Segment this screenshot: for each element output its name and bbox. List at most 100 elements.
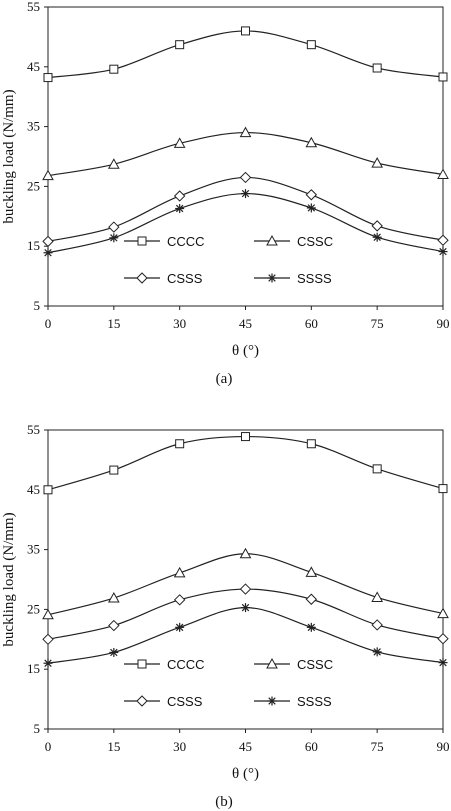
data-point (371, 220, 383, 232)
data-point (371, 157, 384, 168)
data-point (372, 232, 382, 242)
legend-label: SSSS (297, 271, 332, 286)
legend-item: SSSS (254, 694, 332, 709)
x-axis-title: θ (°) (232, 343, 259, 359)
data-point (173, 594, 186, 606)
plot-area-frame (47, 6, 444, 307)
data-point (108, 221, 120, 233)
data-point (241, 603, 250, 613)
data-point (305, 566, 318, 577)
x-tick-label: 0 (45, 316, 52, 331)
y-tick-label: 25 (27, 601, 40, 616)
legend-marker (137, 236, 147, 246)
legend-item: CCCC (124, 234, 205, 249)
data-point (305, 593, 318, 605)
data-point (173, 137, 186, 148)
x-tick-label: 15 (107, 739, 120, 754)
data-point (306, 40, 316, 50)
series-line (47, 30, 444, 79)
data-point (109, 647, 119, 657)
legend-marker (136, 272, 148, 284)
data-point (239, 126, 252, 138)
data-point (109, 64, 119, 74)
data-point (175, 40, 185, 50)
y-axis-title: buckling load (N/mm) (1, 89, 17, 223)
x-tick-label: 90 (437, 739, 450, 754)
y-tick-label: 5 (34, 721, 41, 736)
data-point (372, 464, 382, 474)
chart-panel-1: 5 15 25 35 45 55 0 15 30 45 60 75 90 θ (°) buckling lo… (1, 0, 450, 387)
legend-label: CCCC (167, 657, 205, 672)
series-line (47, 176, 444, 243)
data-point (306, 622, 316, 632)
legend-item: CSSS (124, 271, 203, 286)
panel-label: (a) (216, 371, 233, 387)
data-point (42, 608, 54, 620)
data-point (241, 189, 250, 199)
data-point (371, 619, 383, 631)
data-point (372, 63, 382, 73)
x-tick-label: 45 (239, 316, 252, 331)
data-point (438, 72, 448, 82)
legend-label: CSSS (167, 271, 203, 286)
data-point (175, 622, 185, 632)
x-tick-label: 60 (305, 316, 318, 331)
legend-item: CCCC (124, 657, 205, 672)
series-ssss (43, 603, 448, 668)
y-tick-label: 45 (27, 59, 40, 74)
data-point (438, 658, 448, 668)
y-tick-label: 5 (34, 298, 41, 313)
legend: CCCC CSSC CSSS SSSS (124, 657, 333, 709)
legend-item: CSSC (254, 657, 333, 672)
series-cssc (42, 126, 449, 181)
data-point (241, 432, 250, 442)
data-point (438, 484, 448, 494)
data-point (239, 583, 252, 595)
series-line (47, 588, 444, 640)
panel-label: (b) (215, 794, 233, 810)
data-point (173, 566, 186, 578)
series-line (47, 607, 444, 664)
y-tick-label: 25 (27, 178, 40, 193)
data-point (43, 73, 53, 83)
legend-item: CSSS (124, 694, 203, 709)
legend-label: SSSS (297, 694, 332, 709)
series-csss (42, 583, 449, 646)
data-point (437, 607, 449, 619)
legend-label: CCCC (167, 234, 205, 249)
data-point (438, 247, 448, 257)
series-line (47, 435, 444, 491)
series-ssss (43, 189, 448, 258)
legend-label: CSSC (297, 234, 333, 249)
data-point (109, 465, 119, 475)
y-axis-title: buckling load (N/mm) (1, 512, 17, 646)
y-tick-label: 55 (27, 0, 40, 14)
series-line (47, 131, 444, 177)
legend-marker (266, 657, 278, 669)
data-point (437, 632, 449, 645)
chart-panel-2: 5 15 25 35 45 55 0 15 30 45 60 75 90 θ (°) buckling lo… (1, 422, 450, 810)
legend-marker (137, 659, 147, 669)
legend: CCCC CSSC CSSS SSSS (124, 234, 333, 286)
data-point (107, 592, 120, 603)
series-cccc (43, 432, 448, 495)
data-point (239, 547, 252, 559)
data-point (239, 171, 252, 184)
legend-label: CSSS (167, 694, 203, 709)
series-csss (42, 171, 449, 248)
data-point (305, 136, 318, 148)
x-tick-label: 90 (437, 316, 450, 331)
x-tick-label: 15 (107, 316, 120, 331)
data-point (437, 168, 449, 179)
data-point (42, 633, 54, 646)
data-point (109, 233, 119, 243)
legend-item: SSSS (254, 271, 332, 286)
data-point (42, 235, 54, 248)
data-point (306, 439, 316, 449)
data-point (175, 439, 185, 449)
legend-marker (266, 234, 278, 246)
y-tick-label: 35 (27, 542, 40, 557)
data-point (43, 248, 53, 258)
data-point (107, 158, 120, 169)
